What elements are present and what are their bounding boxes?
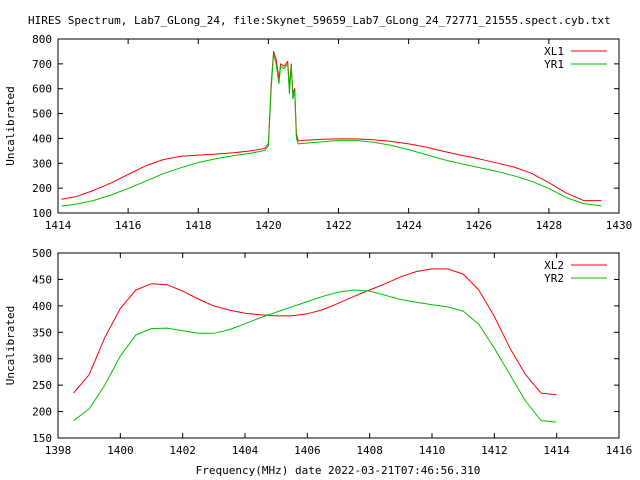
top-x-tick-label: 1416 xyxy=(115,219,142,232)
bottom-y-tick-label: 500 xyxy=(32,247,52,260)
bottom-x-tick-label: 1414 xyxy=(543,444,570,457)
bottom-y-tick-label: 200 xyxy=(32,406,52,419)
bottom-y-tick-label: 400 xyxy=(32,300,52,313)
bottom-y-tick-label: 450 xyxy=(32,273,52,286)
top-legend-label-yr1: YR1 xyxy=(544,58,564,71)
bottom-spectrum-plot: 1398 1400 1402 1404 1406 1408 1410 1412 1414 1416… xyxy=(4,247,632,457)
top-y-tick-label: 200 xyxy=(32,182,52,195)
bottom-x-tick-label: 1406 xyxy=(294,444,321,457)
top-y-tick-label: 700 xyxy=(32,58,52,71)
bottom-x-tick-label: 1408 xyxy=(356,444,383,457)
top-x-tick-label: 1418 xyxy=(185,219,212,232)
top-y-tick-label: 500 xyxy=(32,108,52,121)
figure-title: HIRES Spectrum, Lab7_GLong_24, file:Skyn… xyxy=(28,14,611,27)
bottom-y-tick-label: 150 xyxy=(32,432,52,445)
top-x-tick-label: 1414 xyxy=(45,219,72,232)
bottom-x-tick-label: 1400 xyxy=(107,444,134,457)
bottom-y-tick-label: 300 xyxy=(32,353,52,366)
top-series-line-xl1 xyxy=(61,50,602,202)
bottom-x-tick-label: 1416 xyxy=(606,444,633,457)
top-y-tick-label: 800 xyxy=(32,33,52,46)
top-y-tick-label: 400 xyxy=(32,132,52,145)
bottom-plot-frame xyxy=(57,252,620,439)
top-x-tick-label: 1420 xyxy=(255,219,282,232)
bottom-y-tick-label: 350 xyxy=(32,326,52,339)
x-axis-label: Frequency(MHz) date 2022-03-21T07:46:56.… xyxy=(196,464,481,477)
bottom-legend-label-xl2: XL2 xyxy=(544,259,564,272)
top-x-tick-label: 1426 xyxy=(466,219,493,232)
top-x-tick-label: 1428 xyxy=(536,219,563,232)
bottom-x-tick-label: 1410 xyxy=(419,444,446,457)
top-y-tick-label: 300 xyxy=(32,157,52,170)
bottom-x-tick-label: 1404 xyxy=(232,444,259,457)
bottom-x-tick-label: 1398 xyxy=(45,444,72,457)
top-legend-label-xl1: XL1 xyxy=(544,45,564,58)
top-series-line-yr1 xyxy=(61,53,602,207)
top-x-tick-label: 1424 xyxy=(395,219,422,232)
top-plot-frame xyxy=(57,38,620,214)
top-y-tick-label: 600 xyxy=(32,83,52,96)
bottom-series-line-xl2 xyxy=(73,268,557,396)
bottom-x-tick-label: 1402 xyxy=(169,444,196,457)
bottom-series-line-yr2 xyxy=(73,289,557,423)
bottom-y-tick-label: 250 xyxy=(32,379,52,392)
top-spectrum-plot: 1414 1416 1418 1420 1422 1424 1426 1428 1430 100 2… xyxy=(4,33,632,232)
top-y-axis-label: Uncalibrated xyxy=(4,86,17,165)
top-y-tick-label: 100 xyxy=(32,207,52,220)
bottom-x-tick-label: 1412 xyxy=(481,444,508,457)
top-x-tick-label: 1422 xyxy=(325,219,352,232)
bottom-y-axis-label: Uncalibrated xyxy=(4,306,17,385)
top-x-tick-label: 1430 xyxy=(606,219,633,232)
bottom-legend-label-yr2: YR2 xyxy=(544,272,564,285)
